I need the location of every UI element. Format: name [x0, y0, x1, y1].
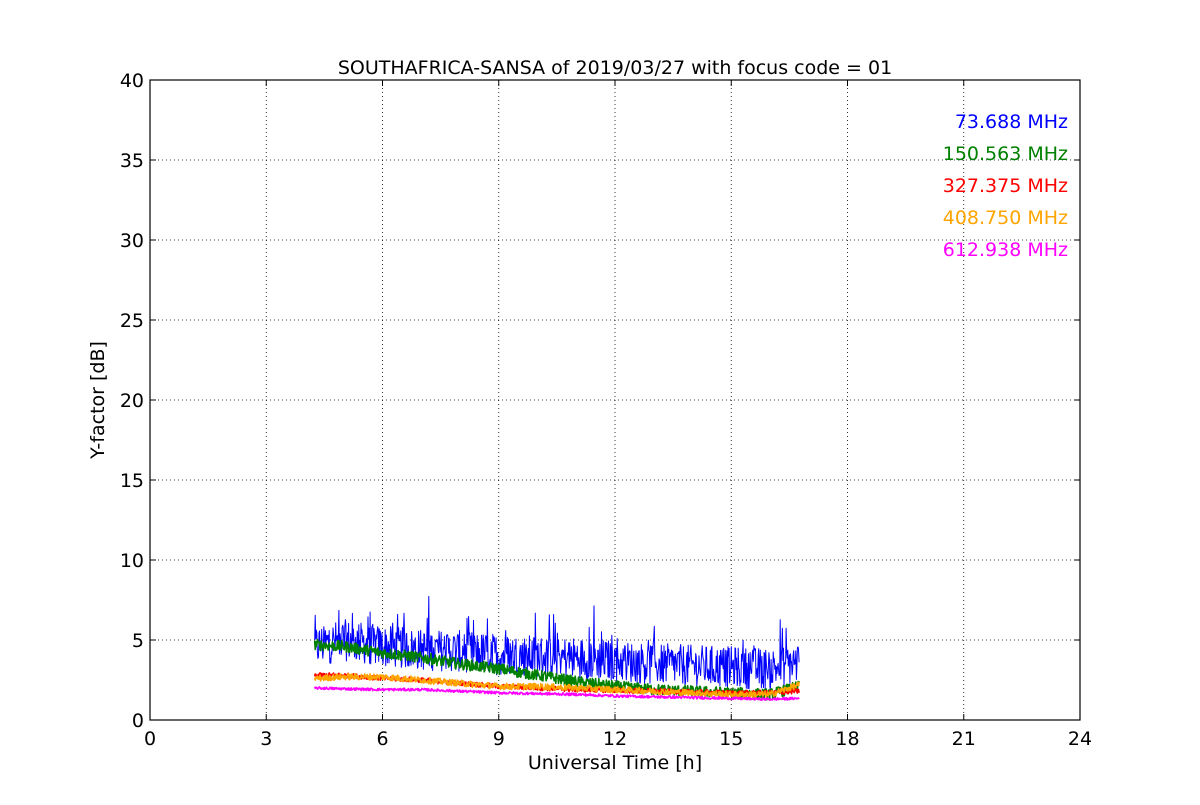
- y-tick-label: 5: [132, 630, 144, 652]
- x-tick-label: 3: [260, 728, 272, 750]
- series-line-4: [313, 672, 800, 699]
- y-tick-label: 35: [120, 150, 144, 172]
- legend: 73.688 MHz 150.563 MHz 327.375 MHz 408.750 …: [943, 111, 1068, 261]
- y-tick-label: 25: [120, 310, 144, 332]
- legend-entry-5: 612.938 MHz: [943, 239, 1068, 261]
- x-tick-label: 18: [835, 728, 859, 750]
- y-tick-label: 10: [120, 550, 144, 572]
- x-tick-label: 15: [719, 728, 743, 750]
- x-tick-label: 24: [1068, 728, 1092, 750]
- legend-entry-2: 150.563 MHz: [943, 143, 1068, 165]
- axis-ticks: 0 3 6 9 12 15 18 21 24 0 5 10 15 20 25 30 35 40: [120, 70, 1092, 750]
- legend-entry-3: 327.375 MHz: [943, 175, 1068, 197]
- legend-entry-1: 73.688 MHz: [955, 111, 1068, 133]
- grid-lines: [150, 80, 1080, 720]
- y-tick-label: 0: [132, 710, 144, 732]
- chart-title: SOUTHAFRICA-SANSA of 2019/03/27 with foc…: [338, 57, 892, 79]
- data-series: [313, 596, 800, 702]
- x-tick-label: 21: [952, 728, 976, 750]
- x-tick-label: 9: [493, 728, 505, 750]
- legend-entry-4: 408.750 MHz: [943, 207, 1068, 229]
- y-axis-label: Y-factor [dB]: [87, 341, 109, 460]
- y-tick-label: 15: [120, 470, 144, 492]
- y-tick-label: 40: [120, 70, 144, 92]
- x-tick-label: 0: [144, 728, 156, 750]
- series-line-5: [313, 686, 800, 702]
- x-tick-label: 12: [603, 728, 627, 750]
- y-tick-label: 30: [120, 230, 144, 252]
- y-tick-label: 20: [120, 390, 144, 412]
- x-tick-label: 6: [376, 728, 388, 750]
- x-axis-label: Universal Time [h]: [528, 752, 702, 774]
